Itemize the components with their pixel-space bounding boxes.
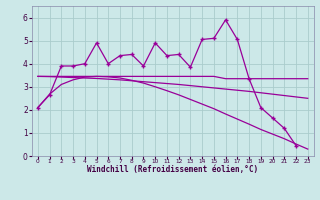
X-axis label: Windchill (Refroidissement éolien,°C): Windchill (Refroidissement éolien,°C) — [87, 165, 258, 174]
